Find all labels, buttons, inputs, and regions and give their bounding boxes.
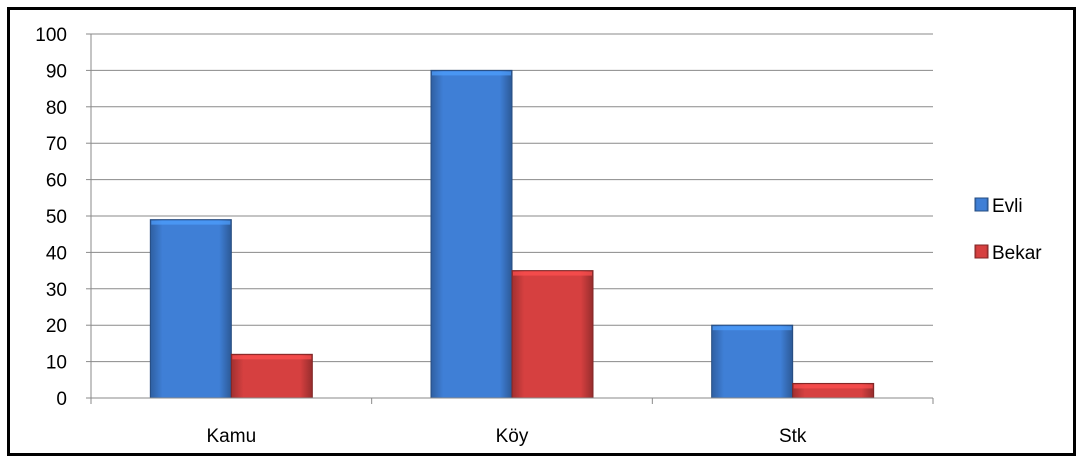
legend-label: Bekar xyxy=(992,243,1042,264)
y-tick-label: 90 xyxy=(46,61,67,82)
legend-item-evli: Evli xyxy=(974,196,1023,217)
y-tick-label: 100 xyxy=(35,25,67,46)
legend-swatch xyxy=(974,244,989,259)
legend-swatch xyxy=(974,197,989,212)
bar-evli-stk xyxy=(711,324,794,399)
y-tick-label: 10 xyxy=(46,353,67,374)
bar-bekar-köy xyxy=(511,270,594,399)
x-tick-label: Köy xyxy=(496,426,529,447)
bar-evli-köy xyxy=(430,69,513,399)
y-tick-label: 0 xyxy=(56,389,67,410)
y-tick-label: 80 xyxy=(46,98,67,119)
legend: Evli Bekar xyxy=(974,196,1042,264)
y-tick-label: 40 xyxy=(46,243,67,264)
y-tick-labels: 0 10 20 30 40 50 60 70 80 90 100 xyxy=(35,25,67,410)
x-tick-labels: Kamu Köy Stk xyxy=(207,426,807,447)
y-tick-label: 50 xyxy=(46,207,67,228)
bar-bekar-stk xyxy=(792,382,875,399)
y-tick-label: 30 xyxy=(46,280,67,301)
bars xyxy=(149,69,875,399)
x-tick-label: Kamu xyxy=(207,426,257,447)
axes xyxy=(86,33,934,404)
y-tick-label: 70 xyxy=(46,134,67,155)
bar-evli-kamu xyxy=(149,219,232,399)
bar-bekar-kamu xyxy=(230,353,313,399)
x-tick-label: Stk xyxy=(779,426,807,447)
legend-item-bekar: Bekar xyxy=(974,243,1042,264)
legend-label: Evli xyxy=(992,196,1023,217)
y-tick-label: 60 xyxy=(46,171,67,192)
y-tick-label: 20 xyxy=(46,316,67,337)
